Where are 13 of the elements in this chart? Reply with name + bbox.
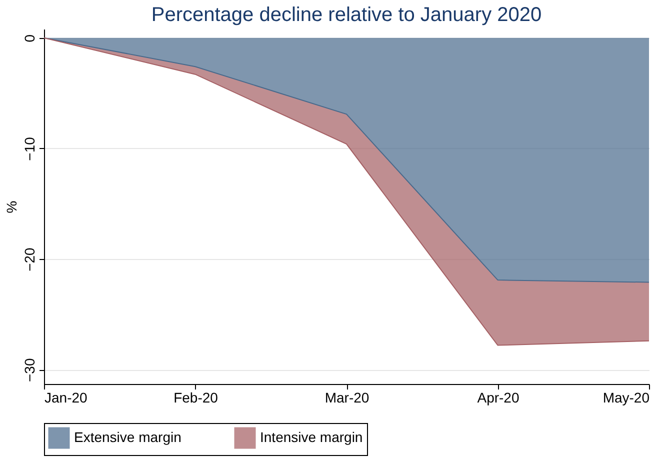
x-tick-label: Feb-20 <box>174 390 218 406</box>
legend-label: Intensive margin <box>260 429 363 445</box>
y-tick-label: −10 <box>22 136 38 161</box>
x-tick-label: May-20 <box>602 390 650 406</box>
y-axis-title: % <box>4 200 20 214</box>
x-tick-label: Mar-20 <box>324 390 370 406</box>
y-tick-label: −30 <box>22 358 38 382</box>
y-tick-label: −20 <box>22 247 38 272</box>
x-tick-label: Apr-20 <box>477 390 520 406</box>
y-tick-label: 0 <box>22 34 38 42</box>
x-tick-label: Jan-20 <box>44 390 88 406</box>
legend-label: Extensive margin <box>74 429 182 445</box>
chart-title: Percentage decline relative to January 2020 <box>151 4 542 26</box>
